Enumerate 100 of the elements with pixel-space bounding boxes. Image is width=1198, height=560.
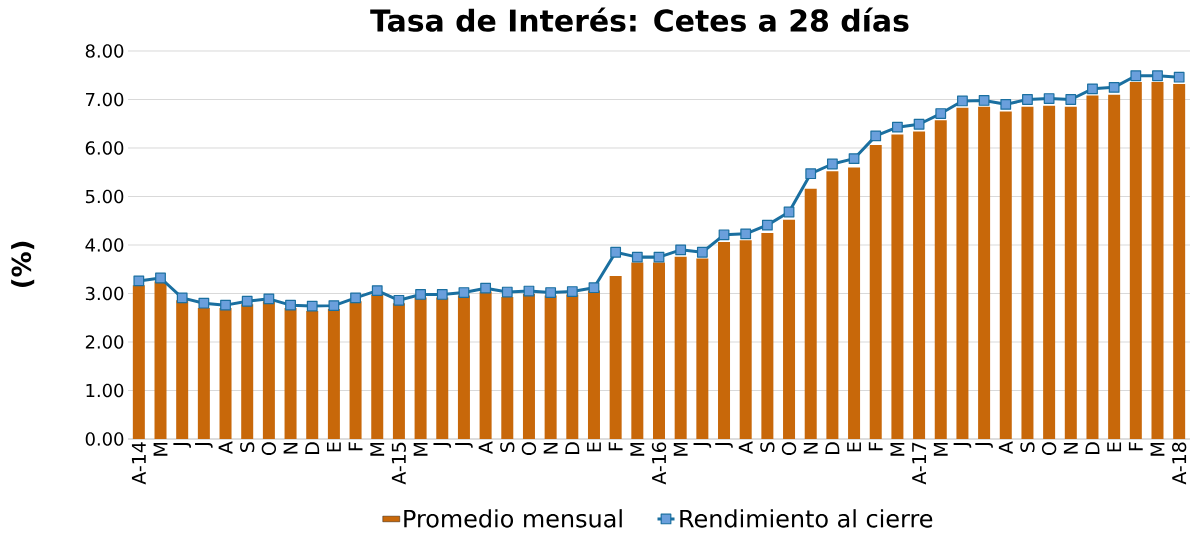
point [1065,94,1077,105]
bar [848,167,861,439]
x-tick-label: M [370,443,385,456]
point [198,297,210,309]
bar [739,240,752,439]
x-tick-label: A [478,441,493,455]
bar [154,281,167,439]
bar [349,301,362,439]
point [523,285,535,297]
bar [913,131,926,439]
x-tick-label: O [261,442,277,456]
point [241,295,253,307]
y-tick-label: 6.00 [85,141,124,155]
x-tick-label: J [715,443,733,448]
x-tick-label: S [1020,442,1035,452]
bar [999,111,1012,439]
point [371,285,383,296]
x-tick-label: E [587,442,601,452]
y-tick-label: 4.00 [85,238,124,252]
bar [1151,82,1164,439]
x-tick-label: J [455,443,473,448]
bar [566,294,579,439]
x-tick-label: M [413,443,428,456]
x-tick-label: M [933,443,948,456]
x-tick-label: M [1150,443,1165,456]
bar [371,294,384,439]
point [588,282,600,294]
bar [457,295,470,439]
x-tick-label: S [240,442,255,452]
point [328,300,340,312]
x-tick-label: J [433,443,452,448]
bar [501,296,514,439]
point [1108,81,1120,93]
bar [522,293,535,439]
point [306,300,318,312]
y-tick-label: 2.00 [85,335,124,349]
point [545,287,557,298]
bar [219,308,232,439]
point [393,294,405,306]
point [155,272,166,284]
point [935,108,947,119]
legend-label: Promedio mensual [404,509,622,528]
bar [1064,106,1077,439]
point [176,292,188,304]
point [913,118,925,130]
x-tick-label: M [630,443,645,456]
bar [176,300,189,439]
x-tick-label: D [1085,442,1100,454]
y-tick-label: 1.00 [86,383,124,398]
bar [241,304,254,439]
bar [479,291,492,439]
bar [392,303,405,439]
bar [587,290,600,439]
x-tick-label: N [283,443,298,454]
x-tick-label: S [760,442,775,452]
point [501,286,513,298]
bar [1043,105,1056,439]
point [436,289,448,300]
x-tick-label: S [500,442,515,452]
point [480,282,492,294]
bar [132,285,145,439]
bar [262,301,275,439]
x-tick-label: M [153,443,168,456]
point [350,292,361,304]
x-tick-label: D [565,442,580,454]
bar [869,145,882,439]
bar [1173,83,1186,439]
y-tick-label: 3.00 [85,286,124,301]
point [848,153,860,165]
point [805,168,817,180]
bar [761,232,774,439]
x-tick-label: F [348,442,363,451]
point [610,246,622,258]
bar [544,295,557,439]
y-tick-label: 5.00 [85,189,124,204]
chart-title: Tasa de Interés: Cetes a 28 días [370,7,909,32]
bar [1086,95,1099,439]
x-tick-label: O [781,442,797,456]
legend-label: Rendimiento al cierre [680,509,933,528]
x-tick-label: J [693,443,712,448]
point [133,275,145,287]
bar [956,107,969,439]
point [978,95,990,106]
y-axis-title: (%) [11,241,35,287]
bar [804,188,817,439]
x-tick-label: F [868,442,883,451]
bar [609,276,622,439]
bar [414,297,427,439]
point [718,229,730,241]
point [892,121,903,133]
x-tick-label: F [1128,442,1143,451]
point [761,219,773,231]
point [631,251,643,263]
x-tick-label: M [673,443,688,456]
x-tick-label: A-18 [1172,442,1187,485]
point [826,158,838,170]
y-tick-label: 0.00 [85,432,124,446]
x-tick-label: J [195,443,213,448]
point [566,286,578,297]
bar [327,309,340,439]
